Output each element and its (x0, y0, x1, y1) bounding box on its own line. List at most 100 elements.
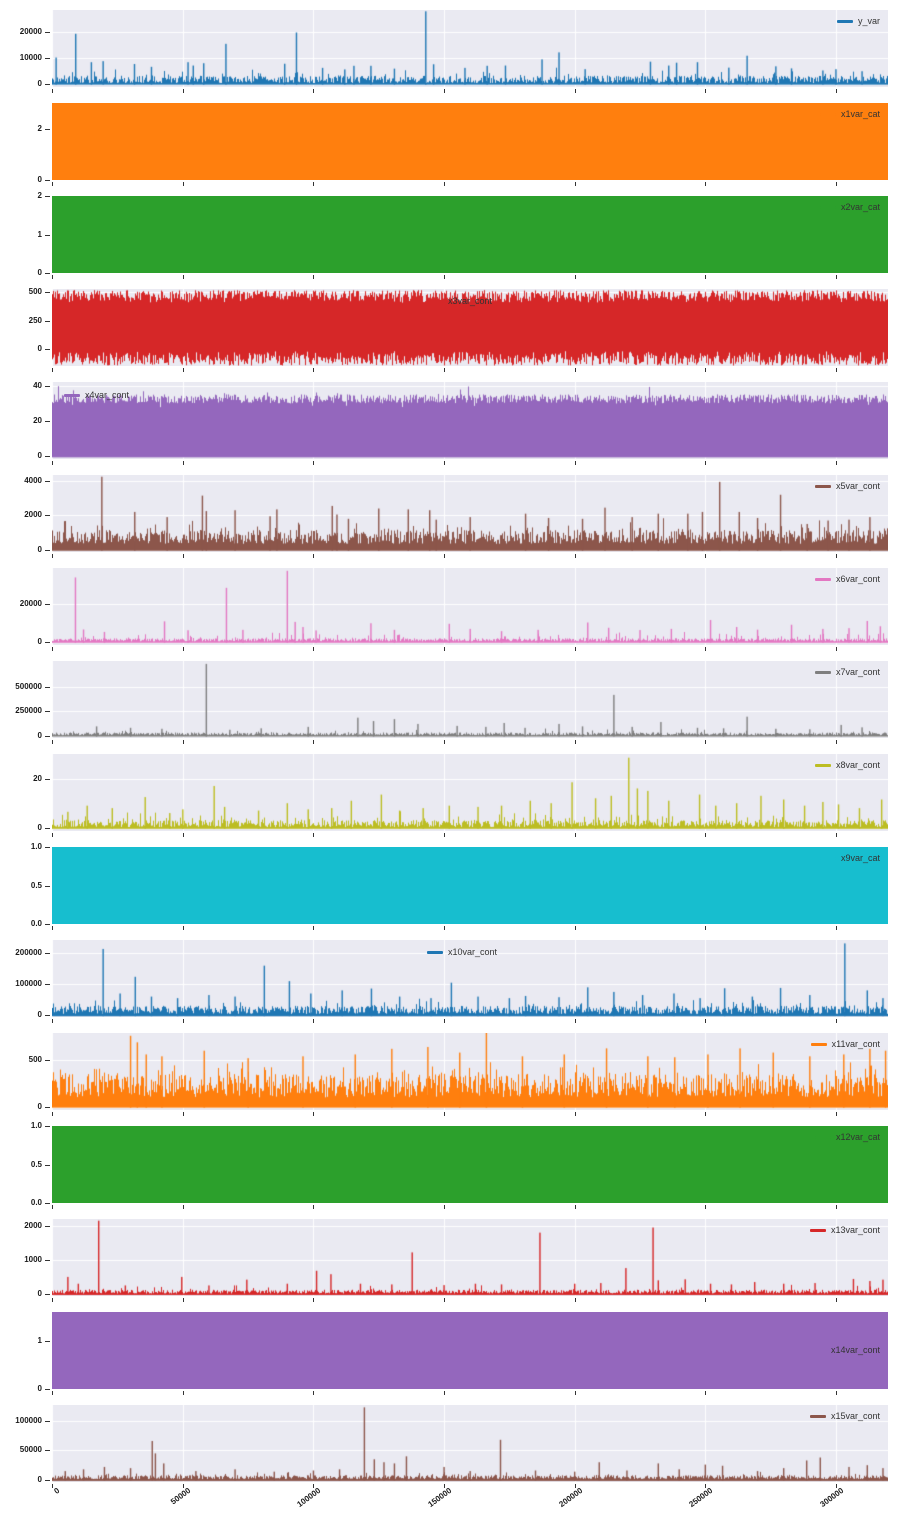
panel-x12var_cat-plot (52, 1126, 888, 1203)
x-tick-mark (313, 647, 314, 651)
x-tick-mark (52, 275, 53, 279)
y-tick-mark (45, 196, 50, 197)
x-tick-mark (705, 554, 706, 558)
y-tick-label: 20 (33, 416, 42, 425)
x-tick-mark (183, 182, 184, 186)
x-tick-mark (705, 926, 706, 930)
panel-x3var_cont-plot (52, 289, 888, 366)
x-tick-label: 50000 (168, 1486, 193, 1507)
panel-x9var_cat-plot (52, 847, 888, 924)
y-tick-label: 500 (28, 1055, 42, 1064)
x-tick-mark (444, 1298, 445, 1302)
y-tick-label: 2000 (24, 1221, 42, 1230)
y-tick-mark (45, 1341, 50, 1342)
x-tick-mark (52, 1391, 53, 1395)
x-tick-mark (183, 1112, 184, 1116)
y-tick-label: 1 (37, 1336, 42, 1345)
y-tick-label: 20 (33, 774, 42, 783)
y-tick-mark (45, 1107, 50, 1108)
x-tick-mark (183, 1019, 184, 1023)
panel-x11var_cont: 0 500 x11var_cont (0, 1033, 898, 1116)
y-tick-mark (45, 1226, 50, 1227)
x-tick-mark (836, 1484, 837, 1488)
x-tick-mark (705, 647, 706, 651)
y-tick-label: 4000 (24, 476, 42, 485)
y-tick-mark (45, 924, 50, 925)
y-tick-mark (45, 515, 50, 516)
x-tick-mark (836, 1205, 837, 1209)
x-tick-mark (444, 368, 445, 372)
panel-x9var_cat: 0.0 0.5 1.0 x9var_cat (0, 842, 898, 930)
x-tick-label: 0 (52, 1486, 62, 1496)
x-tick-mark (836, 89, 837, 93)
panel-x4var_cont: 0 20 40 x4var_cont (0, 381, 898, 465)
x-tick-mark (52, 554, 53, 558)
y-tick-mark (45, 1480, 50, 1481)
y-tick-label: 0 (37, 823, 42, 832)
panel-x6var_cont-plot (52, 568, 888, 645)
panel-x2var_cat-plot (52, 196, 888, 273)
y-tick-mark (45, 953, 50, 954)
y-tick-mark (45, 847, 50, 848)
y-tick-mark (45, 32, 50, 33)
y-tick-label: 40 (33, 381, 42, 390)
y-tick-label: 200000 (15, 948, 42, 957)
y-tick-mark (45, 273, 50, 274)
panel-x15var_cont: 0 50000 100000 x15var_cont (0, 1405, 898, 1488)
x-tick-label: 100000 (295, 1486, 323, 1509)
y-tick-label: 0 (37, 79, 42, 88)
x-tick-mark (52, 833, 53, 837)
y-tick-mark (45, 1421, 50, 1422)
y-tick-mark (45, 711, 50, 712)
y-tick-label: 10000 (19, 53, 42, 62)
panel-x10var_cont-plot (52, 940, 888, 1017)
x-tick-mark (705, 275, 706, 279)
x-tick-mark (705, 1484, 706, 1488)
y-tick-label: 100000 (15, 979, 42, 988)
x-tick-mark (52, 1298, 53, 1302)
y-tick-mark (45, 828, 50, 829)
x-tick-mark (705, 1205, 706, 1209)
y-tick-label: 0.5 (30, 1160, 42, 1169)
y-tick-label: 0 (37, 731, 42, 740)
panel-x11var_cont-plot (52, 1033, 888, 1110)
panel-x7var_cont: 0 250000 500000 x7var_cont (0, 661, 898, 744)
x-tick-mark (444, 1484, 445, 1488)
y-tick-label: 500 (28, 287, 42, 296)
x-tick-label: 250000 (687, 1486, 715, 1509)
y-tick-label: 100000 (15, 1416, 42, 1425)
x-tick-mark (705, 182, 706, 186)
x-tick-mark (836, 1112, 837, 1116)
panel-x5var_cont: 0 2000 4000 x5var_cont (0, 475, 898, 558)
x-tick-mark (444, 275, 445, 279)
x-tick-mark (52, 740, 53, 744)
panel-x3var_cont: 0 250 500 x3var_cont (0, 287, 898, 372)
y-tick-label: 0.5 (30, 881, 42, 890)
y-tick-label: 0 (37, 545, 42, 554)
y-tick-label: 20000 (19, 27, 42, 36)
x-tick-mark (705, 1019, 706, 1023)
panel-x4var_cont-plot (52, 382, 888, 459)
y-tick-mark (45, 481, 50, 482)
y-tick-mark (45, 1389, 50, 1390)
x-tick-mark (183, 275, 184, 279)
x-tick-mark (313, 1205, 314, 1209)
x-tick-mark (444, 89, 445, 93)
x-tick-mark (313, 926, 314, 930)
y-tick-label: 0 (37, 1475, 42, 1484)
x-tick-mark (183, 89, 184, 93)
panel-x6var_cont: 0 20000 x6var_cont (0, 568, 898, 651)
y-tick-mark (45, 687, 50, 688)
y-tick-mark (45, 386, 50, 387)
x-tick-mark (444, 647, 445, 651)
x-tick-mark (183, 833, 184, 837)
x-tick-mark (836, 554, 837, 558)
x-tick-mark (183, 461, 184, 465)
x-tick-mark (52, 368, 53, 372)
x-tick-mark (705, 833, 706, 837)
y-tick-label: 1000 (24, 1255, 42, 1264)
panel-x13var_cont: 0 1000 2000 x13var_cont (0, 1219, 898, 1302)
panel-x15var_cont-plot (52, 1405, 888, 1482)
x-tick-mark (836, 275, 837, 279)
